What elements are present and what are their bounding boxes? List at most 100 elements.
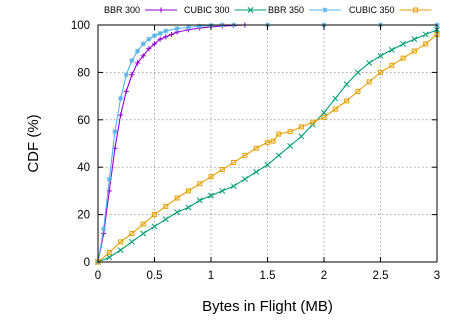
data-point (377, 52, 384, 59)
data-point (242, 152, 248, 158)
data-point (168, 31, 175, 38)
data-point (230, 183, 237, 190)
data-point (241, 176, 248, 183)
data-point (298, 124, 304, 130)
legend-label: CUBIC 350 (349, 5, 395, 15)
marker-stroke (117, 247, 124, 254)
data-point (174, 195, 180, 201)
marker-square (400, 55, 406, 61)
y-tick-label: 60 (77, 115, 90, 127)
marker-square (152, 212, 157, 218)
legend: BBR 300 CUBIC 300 BBR 350 CUBIC 350 (104, 5, 432, 15)
data-point (146, 46, 152, 52)
marker-stroke (264, 161, 271, 168)
data-point (185, 204, 192, 211)
x-tick-label: 0 (95, 270, 101, 282)
data-point (185, 24, 191, 30)
data-point (123, 72, 129, 78)
marker-stroke (422, 31, 429, 38)
marker-square (310, 119, 316, 125)
marker-square (185, 188, 191, 194)
marker-square (129, 231, 135, 237)
data-point (140, 221, 146, 227)
marker-stroke (186, 25, 191, 30)
data-point (298, 133, 305, 140)
marker-square (163, 203, 169, 209)
data-point (411, 36, 418, 43)
marker-stroke (253, 168, 260, 175)
data-point (174, 209, 181, 216)
y-axis-label: CDF (%) (25, 114, 42, 172)
marker-stroke (275, 152, 282, 159)
marker-square (276, 131, 282, 137)
data-point (253, 168, 260, 175)
x-tick-label: 2.5 (373, 270, 389, 282)
data-point (152, 212, 157, 218)
data-point (129, 57, 135, 64)
data-point (208, 174, 214, 180)
data-point (118, 95, 124, 102)
marker-square (231, 159, 237, 165)
data-point (162, 216, 169, 223)
data-point (163, 34, 169, 40)
data-point (151, 33, 158, 39)
data-point (128, 238, 135, 245)
data-point (157, 36, 163, 42)
marker-stroke (377, 52, 384, 59)
marker-stroke (322, 7, 328, 13)
data-point (388, 46, 395, 53)
legend-swatch-marker (322, 7, 328, 13)
x-tick-label: 1.5 (260, 270, 276, 282)
marker-square (197, 181, 203, 187)
marker-square (321, 114, 327, 120)
marker-square (219, 167, 225, 173)
series-cubic-300 (95, 26, 440, 265)
y-tick-label: 80 (77, 67, 90, 79)
marker-stroke (151, 223, 158, 230)
data-point (140, 53, 146, 59)
marker-stroke (123, 72, 129, 78)
data-point (197, 23, 203, 29)
marker-stroke (343, 81, 350, 88)
marker-stroke (247, 7, 254, 13)
marker-square (355, 88, 361, 94)
legend-item: CUBIC 350 (349, 5, 432, 15)
data-point (140, 41, 146, 47)
marker-stroke (208, 192, 214, 199)
data-point (123, 88, 129, 94)
legend-label: CUBIC 300 (184, 5, 230, 15)
marker-stroke (128, 238, 135, 245)
series-line (97, 34, 438, 263)
data-point (151, 41, 158, 47)
marker-stroke (129, 58, 135, 63)
x-tick-label: 1 (208, 270, 214, 282)
marker-stroke (162, 216, 169, 223)
data-point (106, 250, 112, 256)
marker-square (118, 239, 124, 245)
marker-stroke (101, 226, 106, 232)
marker-stroke (219, 187, 226, 194)
marker-square (389, 62, 395, 68)
marker-square (140, 221, 146, 227)
series-bbr-300 (95, 22, 440, 265)
data-point (185, 188, 191, 194)
marker-square (106, 250, 112, 256)
x-tick-label: 3 (434, 270, 440, 282)
data-point (106, 254, 113, 261)
legend-item: CUBIC 300 (184, 5, 267, 15)
marker-square (332, 106, 338, 112)
marker-stroke (174, 209, 181, 216)
legend-label: BBR 300 (104, 5, 140, 15)
data-point (389, 62, 395, 68)
data-point (134, 48, 141, 54)
legend-label: BBR 350 (268, 5, 304, 15)
data-point (140, 230, 147, 237)
data-point (163, 28, 169, 34)
data-point (366, 59, 373, 66)
x-tick-label: 0.5 (147, 270, 163, 282)
data-point (287, 142, 294, 149)
data-point (146, 36, 152, 42)
data-point (101, 226, 107, 232)
marker-stroke (321, 109, 327, 116)
